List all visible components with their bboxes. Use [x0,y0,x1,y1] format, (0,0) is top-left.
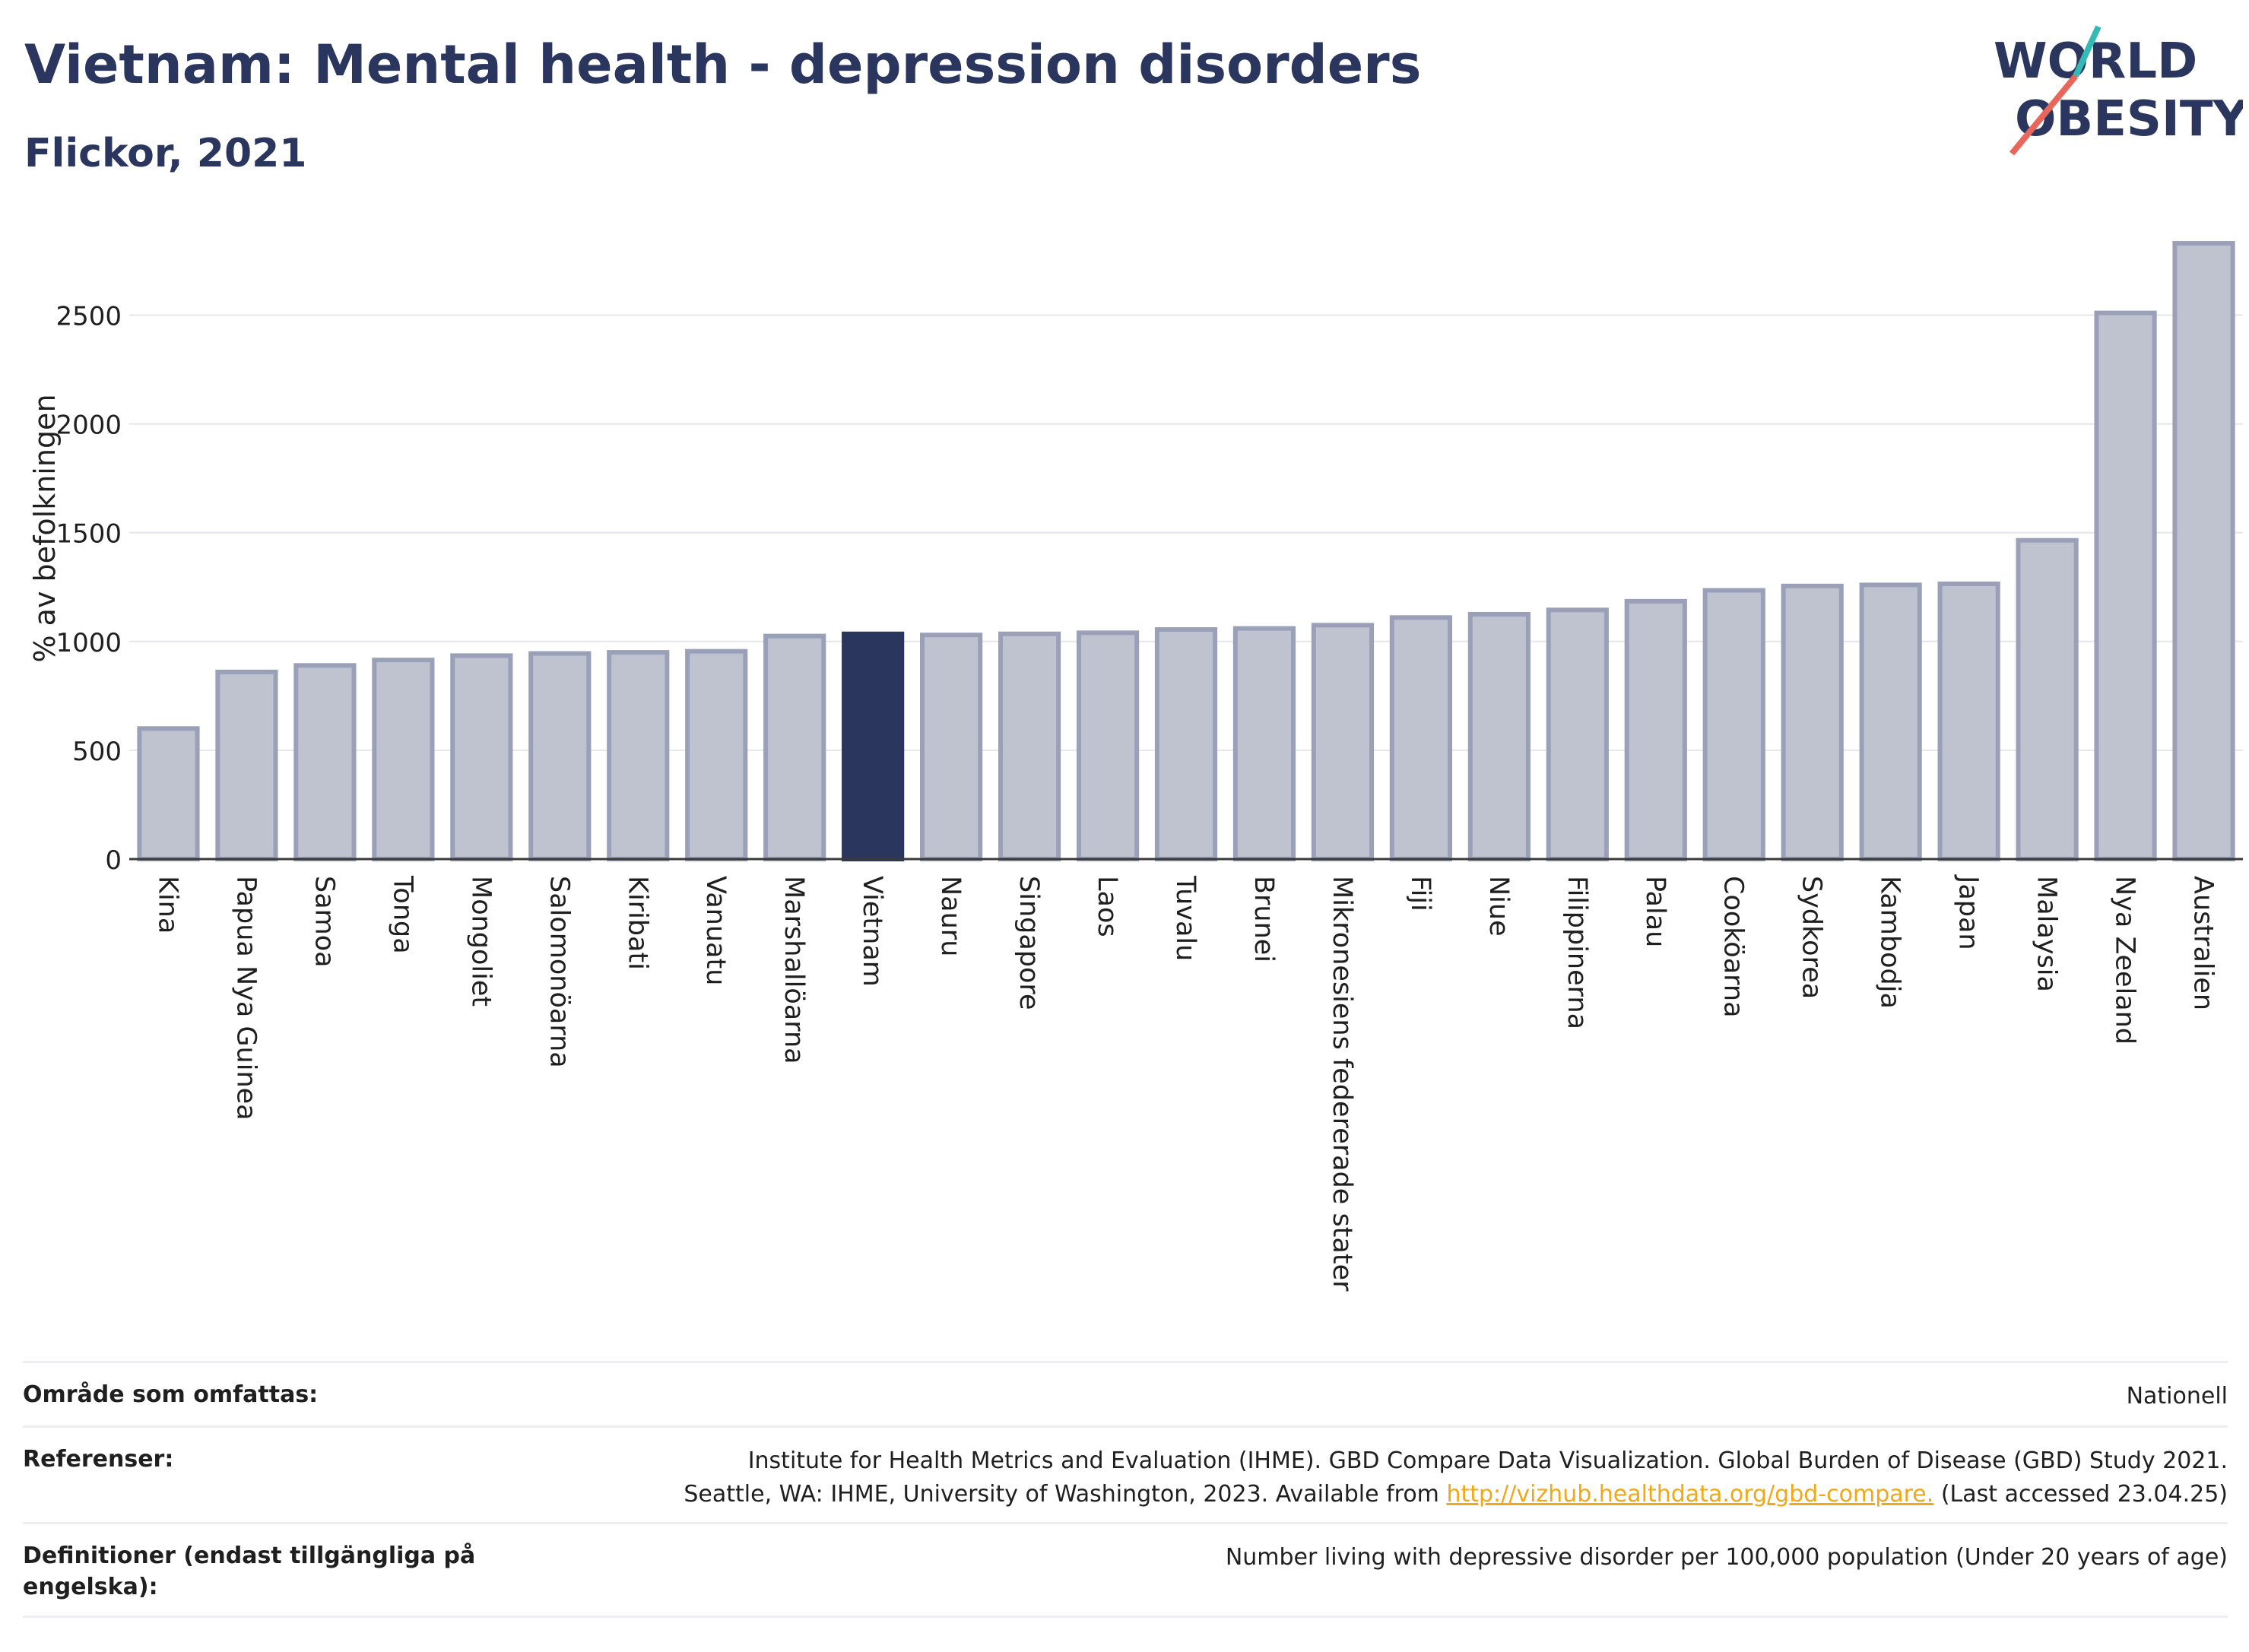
x-tick-label: Kiribati [622,876,652,970]
bar-sydkorea [1781,583,1844,862]
y-tick-label: 1500 [56,519,122,550]
meta-row-definitions: Definitioner (endast tillgängliga på eng… [23,1522,2228,1616]
bar-tonga [372,658,435,861]
references-label: Referenser: [23,1446,174,1473]
bar-palau [1624,598,1687,862]
x-tick-label: Tuvalu [1170,875,1201,961]
y-tick-label: 2000 [56,411,122,441]
bar-australien [2172,241,2235,861]
bar-cooköarna [1702,588,1765,861]
x-tick-label: Tonga [387,875,417,954]
bar-papua-nya-guinea [215,669,278,861]
y-axis-label: % av befolkningen [28,394,62,662]
definitions-label: Definitioner (endast tillgängliga på eng… [23,1543,476,1600]
x-tick-label: Cooköarna [1718,876,1749,1018]
x-tick-label: Vanuatu [700,876,731,985]
meta-bottom-rule [23,1616,2228,1618]
bar-mikronesiens-federerade-stater [1311,623,1375,861]
x-tick-label: Mongoliet [465,876,496,1007]
definitions-value: Number living with depressive disorder p… [1225,1544,2228,1571]
bar-nya-zeeland [2094,310,2157,862]
references-line-2-start: Seattle, WA: IHME, University of Washing… [684,1480,1447,1508]
area-label: Område som omfattas: [23,1381,319,1408]
x-tick-label: Nya Zeeland [2110,876,2140,1045]
references-link[interactable]: http://vizhub.healthdata.org/gbd-compare… [1446,1480,1934,1508]
x-tick-label: Nauru [935,876,966,956]
bar-malaysia [2016,537,2079,861]
bar-kambodja [1859,582,1922,862]
bar-vietnam [842,631,905,862]
x-tick-label: Papua Nya Guinea [230,876,261,1121]
x-tick-label: Malaysia [2032,876,2062,992]
meta-row-references: Referenser: Institute for Health Metrics… [23,1425,2228,1522]
bar-filippinerna [1546,607,1609,861]
x-tick-label: Filippinerna [1562,876,1592,1029]
x-tick-label: Vietnam [857,876,887,987]
bar-samoa [293,663,357,862]
bar-japan [1937,581,2000,862]
x-tick-label: Laos [1092,876,1122,937]
x-tick-label: Japan [1953,874,1984,950]
logo-slash-bottom [2009,74,2079,156]
bar-mongoliet [450,653,513,861]
page-subtitle: Flickor, 2021 [24,131,307,176]
bar-chart: 0 500 1000 1500 2000 2500 Kina Papua Nya Guine… [28,241,2243,1292]
metadata-table: Område som omfattas: Nationell Referense… [23,1361,2228,1618]
bar-niue [1467,612,1531,861]
bar-nauru [920,633,983,861]
meta-row-area: Område som omfattas: Nationell [23,1361,2228,1425]
x-tick-label: Fiji [1405,876,1435,912]
world-obesity-logo: WORLD OBESITY [1994,25,2243,156]
area-value: Nationell [2126,1383,2228,1409]
x-tick-label: Kina [152,876,182,934]
x-tick-label: Marshallöarna [779,876,809,1064]
y-tick-label: 500 [72,737,122,767]
references-value: Institute for Health Metrics and Evaluat… [684,1444,2228,1511]
bar-tuvalu [1154,627,1218,861]
page-title: Vietnam: Mental health - depression diso… [24,33,1422,96]
bar-fiji [1389,615,1452,862]
y-tick-label: 1000 [56,628,122,658]
x-tick-label: Singapore [1013,876,1044,1010]
y-tick-label: 0 [105,845,122,876]
y-tick-label: 2500 [56,301,122,331]
x-tick-label: Brunei [1248,876,1279,962]
x-tick-labels: Kina Papua Nya Guinea Samoa Tonga Mongoliet S… [152,874,2218,1292]
bar-laos [1076,630,1140,862]
bar-kina [137,726,200,862]
x-tick-label: Palau [1640,876,1670,947]
x-tick-label: Sydkorea [1797,876,1827,999]
x-tick-label: Australien [2188,876,2219,1010]
references-line-2: Seattle, WA: IHME, University of Washing… [684,1478,2228,1511]
bars [137,241,2235,862]
x-tick-label: Kambodja [1875,876,1905,1009]
references-line-1: Institute for Health Metrics and Evaluat… [747,1447,2228,1474]
bar-singapore [998,631,1061,862]
bar-brunei [1232,626,1296,861]
x-tick-label: Salomonöarna [544,876,574,1068]
bar-vanuatu [685,648,748,861]
bar-salomonöarna [528,651,592,861]
x-tick-label: Samoa [309,876,339,968]
bar-marshallöarna [763,633,826,861]
y-tick-labels: 0 500 1000 1500 2000 2500 [56,301,122,876]
logo-word-world: WORLD [1994,33,2197,90]
logo-slash-top [2073,25,2101,78]
x-tick-label: Niue [1483,876,1514,937]
references-line-2-end: (Last accessed 23.04.25) [1933,1480,2228,1508]
bar-kiribati [607,650,670,861]
x-tick-label: Mikronesiens federerade stater [1327,876,1357,1292]
